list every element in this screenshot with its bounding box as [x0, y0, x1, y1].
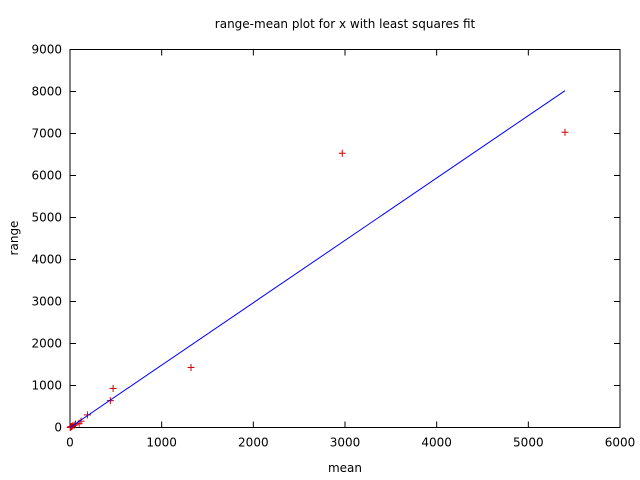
- x-tick-label: 4000: [421, 436, 452, 450]
- x-tick-label: 0: [66, 436, 74, 450]
- x-tick-label: 3000: [330, 436, 361, 450]
- data-point: [187, 363, 195, 371]
- y-tick-label: 8000: [31, 85, 62, 99]
- data-point: [83, 411, 91, 419]
- y-tick-label: 5000: [31, 211, 62, 225]
- y-tick-label: 1000: [31, 379, 62, 393]
- y-tick-label: 2000: [31, 337, 62, 351]
- y-tick-label: 0: [54, 421, 62, 435]
- y-axis-label: range: [7, 221, 21, 256]
- x-tick-label: 2000: [238, 436, 269, 450]
- y-axis-tick-labels: 0 1000 2000 3000 4000 5000 6000 7000 8000 9000: [31, 43, 62, 435]
- x-axis-ticks: [161, 49, 529, 428]
- y-tick-label: 7000: [31, 127, 62, 141]
- x-tick-label: 5000: [513, 436, 544, 450]
- y-tick-label: 6000: [31, 169, 62, 183]
- x-tick-label: 1000: [146, 436, 177, 450]
- chart-title: range-mean plot for x with least squares…: [215, 17, 476, 31]
- series-layer: [66, 90, 569, 431]
- y-tick-label: 9000: [31, 43, 62, 57]
- x-axis-tick-labels: 0 1000 2000 3000 4000 5000 6000: [66, 436, 635, 450]
- data-point: [338, 149, 346, 157]
- y-tick-label: 3000: [31, 295, 62, 309]
- y-axis-ticks: [70, 91, 620, 386]
- data-point: [109, 384, 117, 392]
- data-point: [561, 128, 569, 136]
- x-axis-label: mean: [328, 461, 362, 475]
- fit-line: [69, 90, 566, 428]
- y-tick-label: 4000: [31, 253, 62, 267]
- x-tick-label: 6000: [605, 436, 636, 450]
